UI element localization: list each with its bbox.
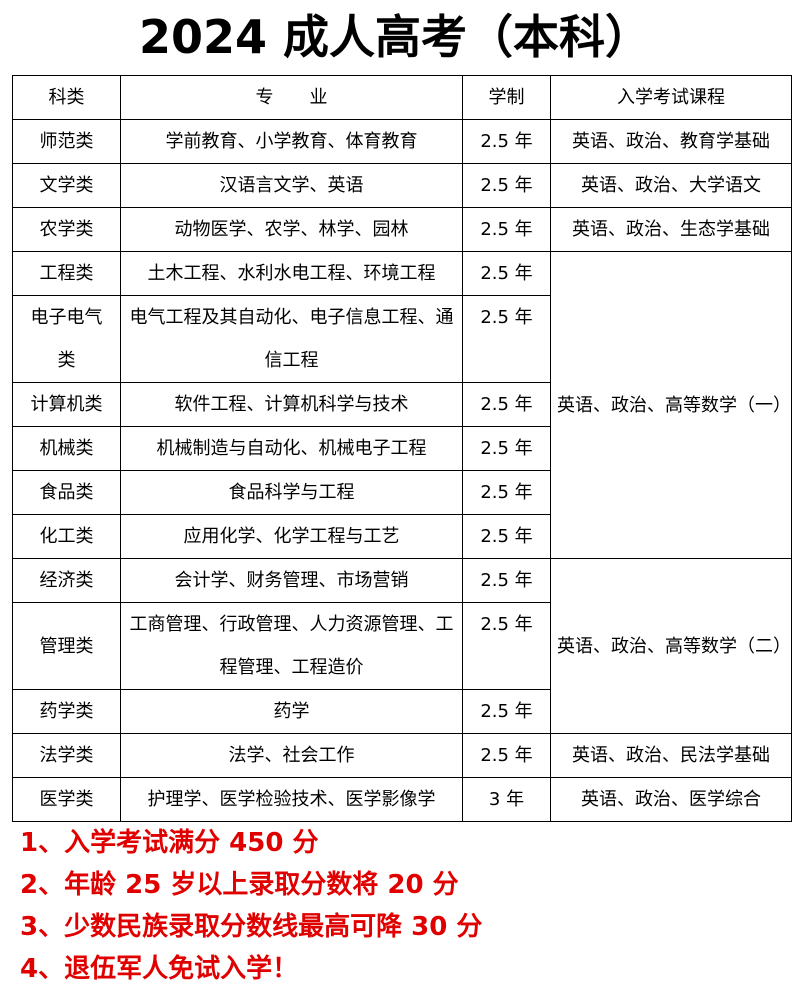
category-cell: 管理类 <box>12 602 121 690</box>
category-cell: 医学类 <box>12 777 121 822</box>
table-body: 师范类 学前教育、小学教育、体育教育 2.5 年英语、政治、教育学基础 文学类 汉语言文… <box>12 119 792 822</box>
duration-cell: 3 年 <box>462 777 551 822</box>
duration-cell: 2.5 年 <box>462 251 551 296</box>
majors-cell: 动物医学、农学、林学、园林 <box>120 207 463 252</box>
title: 2024 成人高考（本科） <box>138 10 652 64</box>
duration-cell: 2.5 年 <box>462 558 551 603</box>
courses-cell: 英语、政治、高等数学（二） <box>550 558 792 734</box>
table-row: 食品类 食品科学与工程 2.5 年 <box>12 470 792 515</box>
table-row: 法学类 法学、社会工作 2.5 年英语、政治、民法学基础 <box>12 733 792 778</box>
category-cell: 工程类 <box>12 251 121 296</box>
category-cell: 法学类 <box>12 733 121 778</box>
duration-cell: 2.5 年 <box>462 733 551 778</box>
duration-cell: 2.5 年 <box>462 207 551 252</box>
courses-cell: 英语、政治、医学综合 <box>550 777 792 822</box>
table-row: 文学类 汉语言文学、英语 2.5 年英语、政治、大学语文 <box>12 163 792 208</box>
category-cell: 经济类 <box>12 558 121 603</box>
category-cell: 药学类 <box>12 689 121 734</box>
duration-cell: 2.5 年 <box>462 514 551 559</box>
courses-cell: 英语、政治、大学语文 <box>550 163 792 208</box>
courses-cell: 英语、政治、高等数学（一） <box>550 251 792 559</box>
table-row: 管理类 工商管理、行政管理、人力资源管理、工程管理、工程造价 2.5 年 <box>12 602 792 690</box>
column-header: 专 业 <box>120 75 463 120</box>
duration-cell: 2.5 年 <box>462 119 551 164</box>
table-row: 机械类 机械制造与自动化、机械电子工程 2.5 年 <box>12 426 792 471</box>
duration-cell: 2.5 年 <box>462 470 551 515</box>
category-cell: 化工类 <box>12 514 121 559</box>
majors-cell: 食品科学与工程 <box>120 470 463 515</box>
majors-cell: 学前教育、小学教育、体育教育 <box>120 119 463 164</box>
majors-cell: 会计学、财务管理、市场营销 <box>120 558 463 603</box>
duration-cell: 2.5 年 <box>462 295 551 383</box>
category-cell: 电子电气类 <box>12 295 121 383</box>
majors-cell: 法学、社会工作 <box>120 733 463 778</box>
table-row: 药学类 药学 2.5 年 <box>12 689 792 734</box>
column-header: 入学考试课程 <box>550 75 792 120</box>
duration-cell: 2.5 年 <box>462 689 551 734</box>
duration-cell: 2.5 年 <box>462 382 551 427</box>
category-cell: 食品类 <box>12 470 121 515</box>
category-cell: 文学类 <box>12 163 121 208</box>
majors-cell: 软件工程、计算机科学与技术 <box>120 382 463 427</box>
table-row: 师范类 学前教育、小学教育、体育教育 2.5 年英语、政治、教育学基础 <box>12 119 792 164</box>
duration-cell: 2.5 年 <box>462 163 551 208</box>
note: 4、退伍军人免试入学！ <box>20 954 299 984</box>
note: 2、年龄 25 岁以上录取分数将 20 分 <box>20 870 459 900</box>
courses-cell: 英语、政治、教育学基础 <box>550 119 792 164</box>
category-cell: 农学类 <box>12 207 121 252</box>
majors-cell: 汉语言文学、英语 <box>120 163 463 208</box>
majors-cell: 应用化学、化学工程与工艺 <box>120 514 463 559</box>
majors-cell: 药学 <box>120 689 463 734</box>
table-row: 电子电气类 电气工程及其自动化、电子信息工程、通信工程 2.5 年 <box>12 295 792 383</box>
program-table: 科类专 业学制 入学考试课程 师范类 学前教育、小学教育、体育教育 2.5 年英语、政… <box>12 75 792 822</box>
note: 1、入学考试满分 450 分 <box>20 828 319 858</box>
notes: 1、入学考试满分 450 分 2、年龄 25 岁以上录取分数将 20 分 3、少数民… <box>20 822 482 990</box>
courses-cell: 英语、政治、生态学基础 <box>550 207 792 252</box>
table-row: 医学类 护理学、医学检验技术、医学影像学 3 年英语、政治、医学综合 <box>12 777 792 822</box>
majors-cell: 电气工程及其自动化、电子信息工程、通信工程 <box>120 295 463 383</box>
courses-cell: 英语、政治、民法学基础 <box>550 733 792 778</box>
majors-cell: 护理学、医学检验技术、医学影像学 <box>120 777 463 822</box>
category-cell: 机械类 <box>12 426 121 471</box>
column-header: 科类 <box>12 75 121 120</box>
table-row: 计算机类 软件工程、计算机科学与技术 2.5 年 <box>12 382 792 427</box>
header-row: 科类专 业学制 入学考试课程 <box>12 75 792 120</box>
table-row: 农学类 动物医学、农学、林学、园林 2.5 年英语、政治、生态学基础 <box>12 207 792 252</box>
column-header: 学制 <box>462 75 551 120</box>
table-row: 工程类 土木工程、水利水电工程、环境工程 2.5 年英语、政治、高等数学（一） <box>12 251 792 559</box>
table-row: 化工类 应用化学、化学工程与工艺 2.5 年 <box>12 514 792 559</box>
majors-cell: 土木工程、水利水电工程、环境工程 <box>120 251 463 296</box>
category-cell: 计算机类 <box>12 382 121 427</box>
table-row: 经济类 会计学、财务管理、市场营销 2.5 年英语、政治、高等数学（二） <box>12 558 792 734</box>
duration-cell: 2.5 年 <box>462 426 551 471</box>
majors-cell: 工商管理、行政管理、人力资源管理、工程管理、工程造价 <box>120 602 463 690</box>
majors-cell: 机械制造与自动化、机械电子工程 <box>120 426 463 471</box>
category-cell: 师范类 <box>12 119 121 164</box>
note: 3、少数民族录取分数线最高可降 30 分 <box>20 912 483 942</box>
duration-cell: 2.5 年 <box>462 602 551 690</box>
